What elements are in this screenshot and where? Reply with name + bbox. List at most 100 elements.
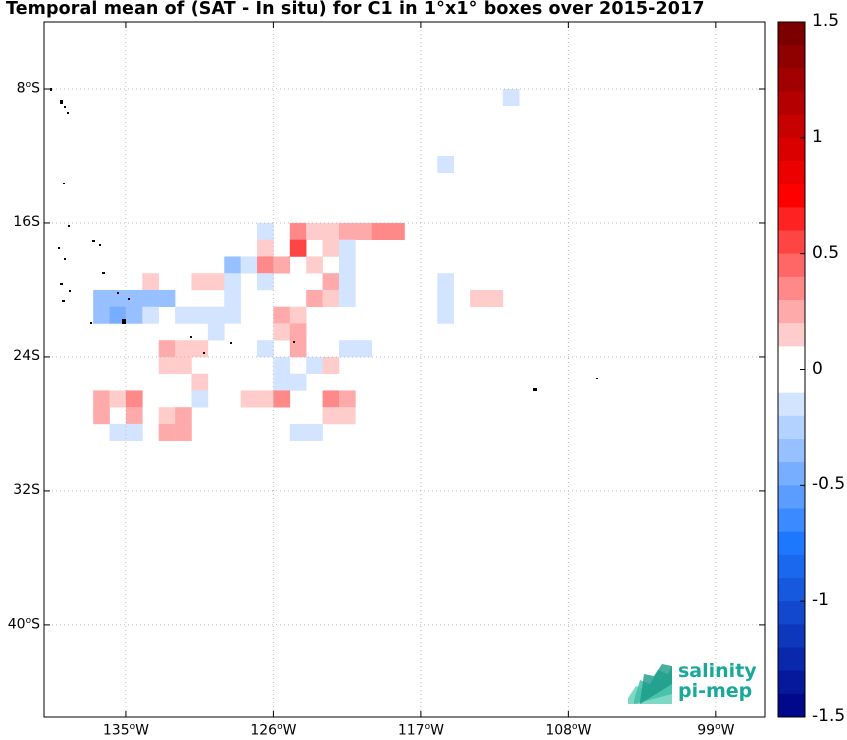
data-cell [437,306,454,324]
data-cell [355,340,373,358]
data-cell [158,356,176,374]
data-cell [175,306,192,324]
data-cell [502,88,520,107]
island-land [63,183,65,184]
data-cell [125,289,143,307]
data-cell [322,390,340,408]
latitude-tick-label: 24S [13,347,40,364]
colorbar-band [778,137,805,162]
colorbar-band [778,415,805,440]
colorbar-band [778,485,805,509]
longitude-tick-label: 117oW [397,722,444,739]
data-cell [257,340,274,358]
island-land [99,244,101,246]
map-frame [43,21,766,718]
colorbar-band [778,230,805,255]
island-land [92,240,95,242]
colorbar-band [778,462,805,486]
data-cell [158,423,176,441]
data-cell [257,256,274,274]
colorbar-tick-label: 1 [812,126,823,147]
data-cell [322,356,340,374]
island-land [64,258,66,260]
data-cell [240,256,258,274]
island-land [122,319,126,324]
wave-logo-icon [628,664,672,704]
data-cell [273,256,291,274]
data-cell [175,407,192,425]
island-land [117,292,119,294]
data-cell [289,340,307,358]
island-land [190,336,192,338]
data-cell [486,289,504,307]
longitude-tick-label: 99oW [697,722,735,739]
island-land [128,298,130,300]
island-land [58,247,60,249]
colorbar-band [778,22,805,46]
data-cell [191,340,209,358]
island-land [533,388,537,391]
data-cell [109,423,127,441]
data-cell [125,306,143,324]
data-cell [125,390,143,408]
data-cell [289,323,307,341]
data-cell [257,390,274,408]
colorbar-band [778,45,805,69]
data-cell [273,390,291,408]
colorbar-band [778,601,805,625]
colorbar-band [778,554,805,579]
data-cell [224,273,241,291]
colorbar-band [778,392,805,417]
island-land [90,322,92,324]
data-cell [109,390,127,408]
data-cell [175,340,192,358]
data-cell [207,273,225,291]
colorbar-tick-label: 0.5 [812,242,840,263]
island-land [50,88,52,91]
colorbar-band [778,91,805,116]
data-cell [224,256,241,274]
data-cell [158,340,176,358]
latitude-tick-label: 40oS [7,615,40,633]
data-cell [306,256,323,274]
data-cell [142,306,160,324]
data-cell [338,289,356,307]
colorbar-band [778,346,805,370]
colorbar-band [778,161,805,185]
data-cell [240,390,258,408]
colorbar-band [778,276,805,301]
colorbar-band [778,647,805,672]
map-background [44,22,765,717]
data-cell [191,373,209,391]
data-cell [257,273,274,291]
island-land [69,290,71,292]
data-cell [289,373,307,391]
data-cell [371,222,389,241]
data-cell [257,222,274,241]
data-cell [338,390,356,408]
data-cell [306,356,323,374]
data-cell [191,273,209,291]
data-cell [322,407,340,425]
colorbar-band [778,508,805,533]
data-cell [338,407,356,425]
data-cell [338,239,356,257]
data-cell [338,256,356,274]
data-cell [306,423,323,441]
colorbar-tick-label: -1.5 [812,706,846,726]
data-cell [191,306,209,324]
data-cell [142,273,160,291]
island-land [230,342,232,344]
colorbar-band [778,323,805,347]
data-cell [289,306,307,324]
data-cell [93,407,110,425]
island-land [293,341,295,343]
data-cell [158,407,176,425]
data-cell [437,155,454,174]
data-cell [273,323,291,341]
island-land [64,106,66,108]
data-cell [109,289,127,307]
colorbar-tick-label: -0.5 [812,474,846,495]
colorbar-band [778,253,805,278]
